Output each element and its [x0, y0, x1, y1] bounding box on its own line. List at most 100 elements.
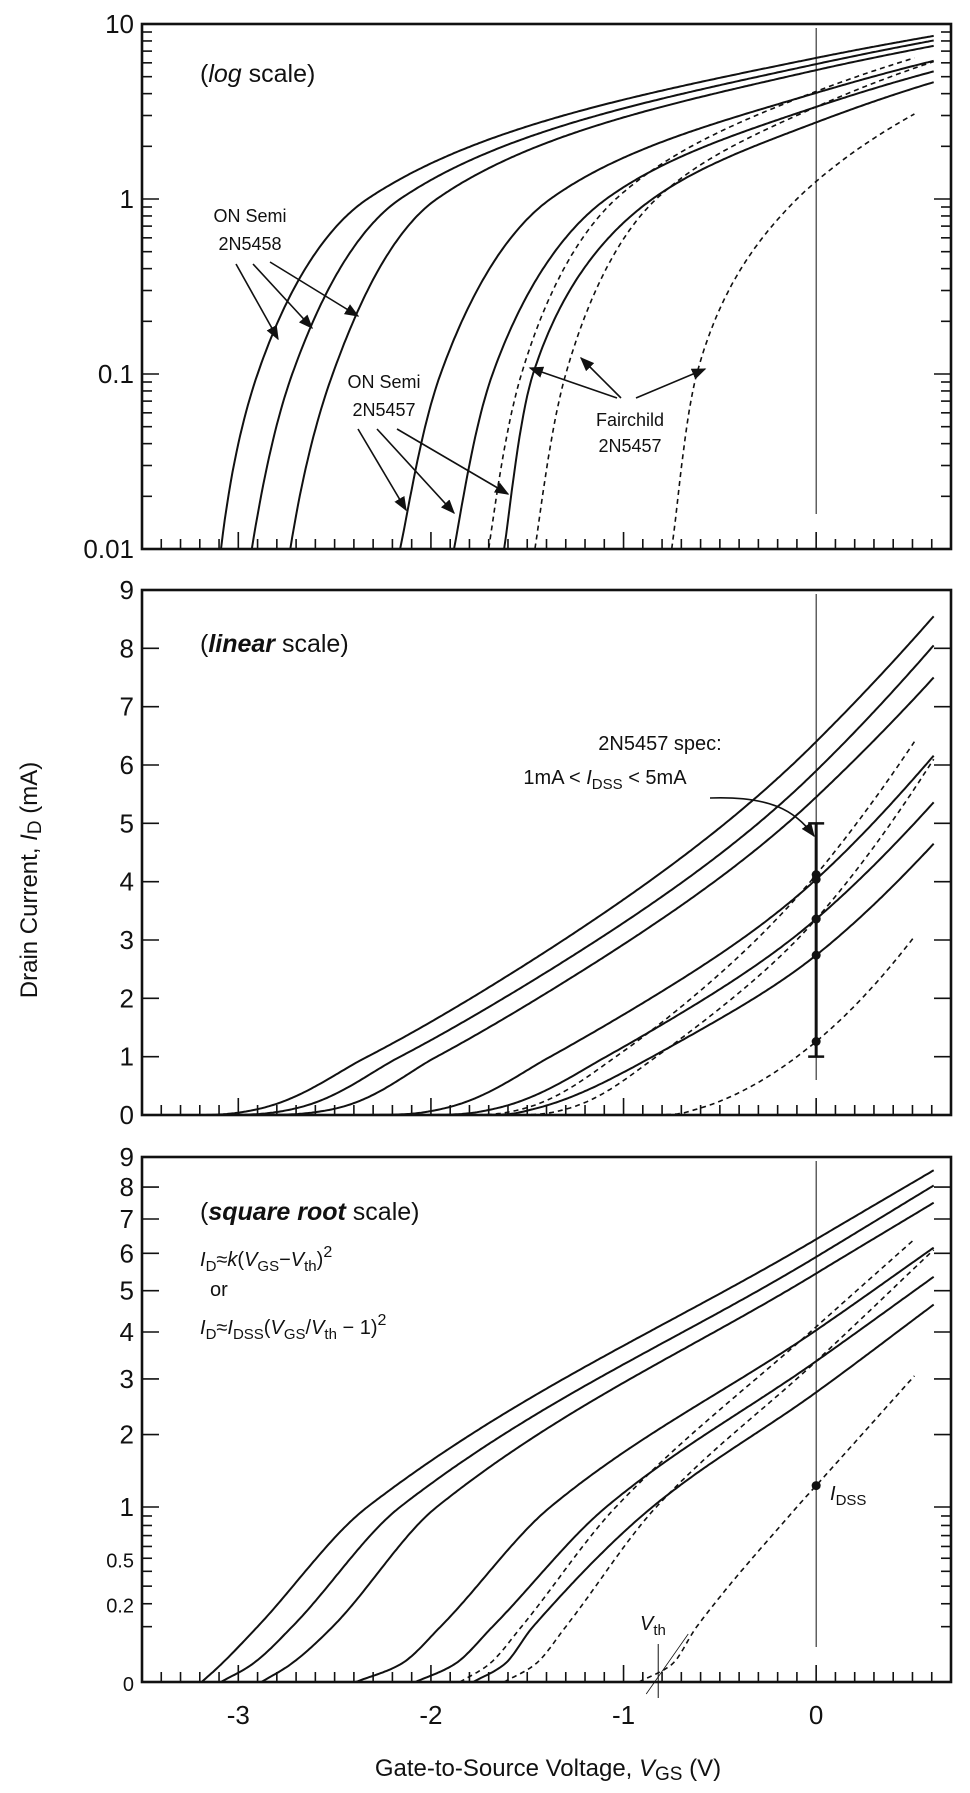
vth-label: Vth	[640, 1613, 666, 1639]
y-tick-label: 0.5	[106, 1550, 134, 1572]
annotation-onsemi-2n5457-line2: 2N5457	[352, 400, 415, 420]
curve-on-semi-2n5458-1	[201, 1169, 935, 1682]
curve-on-semi-2n5458-3	[260, 1201, 935, 1682]
y-tick-label: 0.2	[106, 1596, 134, 1618]
curve-on-semi-2n5458-2	[250, 39, 934, 549]
arrow-fairchild-1	[528, 366, 618, 399]
y-tick-label: 3	[120, 1364, 134, 1394]
formula-idss-law: ID≈IDSS(VGS/Vth − 1)2	[200, 1312, 387, 1343]
plot-frame	[140, 1155, 953, 1684]
plot-frame	[140, 588, 953, 1117]
arrow-fairchild-3	[635, 368, 707, 399]
curve-on-semi-2n5458-1	[201, 615, 935, 1115]
idss-point	[811, 1037, 821, 1046]
annotation-fairchild-line2: 2N5457	[598, 436, 661, 456]
y-tick-label: 10	[105, 9, 134, 39]
y-tick-label: 2	[120, 983, 134, 1013]
arrow-2n5457-1	[357, 428, 407, 512]
curve-fairchild-2n5457-3	[638, 1375, 915, 1682]
y-tick-label: 8	[120, 633, 134, 663]
curve-on-semi-2n5457-2	[415, 1275, 935, 1682]
linear-panel-title: (linear scale)	[200, 630, 349, 658]
y-tick-label: 1	[120, 1492, 134, 1522]
y-tick-label: 6	[120, 1238, 134, 1268]
curve-on-semi-2n5458-3	[289, 44, 934, 549]
arrow-2n5458-1	[235, 263, 279, 341]
y-tick-label: 8	[120, 1172, 134, 1202]
x-axis-title: Gate-to-Source Voltage, VGS (V)	[375, 1755, 721, 1785]
log-panel-title: (log scale)	[200, 60, 315, 88]
formula-or: or	[210, 1279, 228, 1301]
y-tick-label: 4	[120, 1317, 134, 1347]
curve-on-semi-2n5458-1	[219, 34, 934, 549]
y-axis-title: Drain Current, ID (mA)	[16, 762, 46, 998]
arrow-2n5457-3	[396, 428, 510, 495]
y-tick-label: 9	[120, 575, 134, 605]
annotation-spec-line1: 2N5457 spec:	[598, 733, 721, 755]
arrow-2n5458-2	[252, 263, 313, 330]
curve-on-semi-2n5457-1	[399, 59, 934, 549]
annotation-onsemi-2n5458-line2: 2N5458	[218, 234, 281, 254]
arrow-2n5457-2	[376, 428, 455, 515]
y-tick-label: 2	[120, 1420, 134, 1450]
y-tick-label: 5	[120, 1276, 134, 1306]
x-tick-label: 0	[809, 1700, 823, 1730]
panel-log: 10 1 0.1 0.01	[83, 9, 953, 564]
idss-point	[811, 1481, 821, 1491]
curve-fairchild-2n5457-3	[639, 936, 916, 1115]
arrow-spec	[709, 797, 815, 838]
idss-point	[811, 874, 821, 884]
annotation-fairchild-line1: Fairchild	[596, 410, 664, 430]
curve-on-semi-2n5457-2	[452, 70, 934, 549]
panel-sqrt: 0 0.2 0.5 1 2 3 4 5 6 789 -3 -2 -1 0	[106, 1142, 953, 1730]
sqrt-panel-title: (square root scale)	[200, 1198, 420, 1226]
annotation-onsemi-2n5458-line1: ON Semi	[213, 206, 286, 226]
y-tick-label: 4	[120, 867, 134, 897]
curve-fairchild-2n5457-1	[459, 741, 916, 1115]
curve-on-semi-2n5458-2	[220, 1184, 935, 1682]
y-tick-label: 0	[123, 1674, 134, 1696]
curve-on-semi-2n5458-2	[221, 644, 935, 1115]
plot-frame	[140, 22, 953, 551]
y-tick-label: 1	[120, 184, 134, 214]
y-tick-label: 0.1	[98, 359, 134, 389]
vth-extrapolation-line	[645, 1633, 689, 1695]
curve-on-semi-2n5457-3	[503, 81, 934, 549]
y-tick-label: 1	[120, 1042, 134, 1072]
x-tick-label: -2	[419, 1700, 442, 1730]
curve-on-semi-2n5457-3	[473, 843, 935, 1115]
x-tick-label: -1	[612, 1700, 635, 1730]
arrow-fairchild-2	[579, 356, 622, 399]
curve-on-semi-2n5457-3	[472, 1303, 935, 1682]
curve-on-semi-2n5457-1	[355, 755, 935, 1115]
formula-square-law: ID≈k(VGS−Vth)2	[200, 1244, 332, 1275]
idss-point	[811, 950, 821, 960]
curve-on-semi-2n5458-3	[261, 676, 935, 1115]
panel-linear: 0 1 2 3 4 5 6 7 8 9	[120, 575, 953, 1130]
y-tick-label: 5	[120, 808, 134, 838]
x-tick-label: -3	[227, 1700, 250, 1730]
curve-fairchild-2n5457-2	[504, 758, 935, 1115]
curve-fairchild-2n5457-2	[503, 1249, 935, 1682]
y-tick-label: 9	[120, 1142, 134, 1172]
y-tick-label: 0.01	[83, 534, 134, 564]
curve-on-semi-2n5457-1	[355, 1246, 935, 1682]
curve-fairchild-2n5457-1	[459, 1238, 915, 1682]
annotation-spec-line2: 1mA < IDSS < 5mA	[523, 767, 687, 793]
arrow-2n5458-3	[269, 261, 360, 317]
y-tick-label: 0	[120, 1100, 134, 1130]
curve-fairchild-2n5457-2	[534, 60, 934, 549]
curve-on-semi-2n5457-2	[415, 801, 935, 1115]
idss-label: IDSS	[830, 1483, 866, 1509]
curve-fairchild-2n5457-3	[670, 113, 915, 549]
y-tick-label: 6	[120, 750, 134, 780]
curves-linear	[201, 615, 935, 1115]
curves-sqrt	[201, 1169, 935, 1682]
annotation-onsemi-2n5457-line1: ON Semi	[347, 372, 420, 392]
curves-log	[219, 34, 934, 549]
y-tick-label: 7	[120, 692, 134, 722]
y-tick-label: 7	[120, 1204, 134, 1234]
curve-fairchild-2n5457-1	[487, 57, 915, 549]
idss-point	[811, 914, 821, 924]
